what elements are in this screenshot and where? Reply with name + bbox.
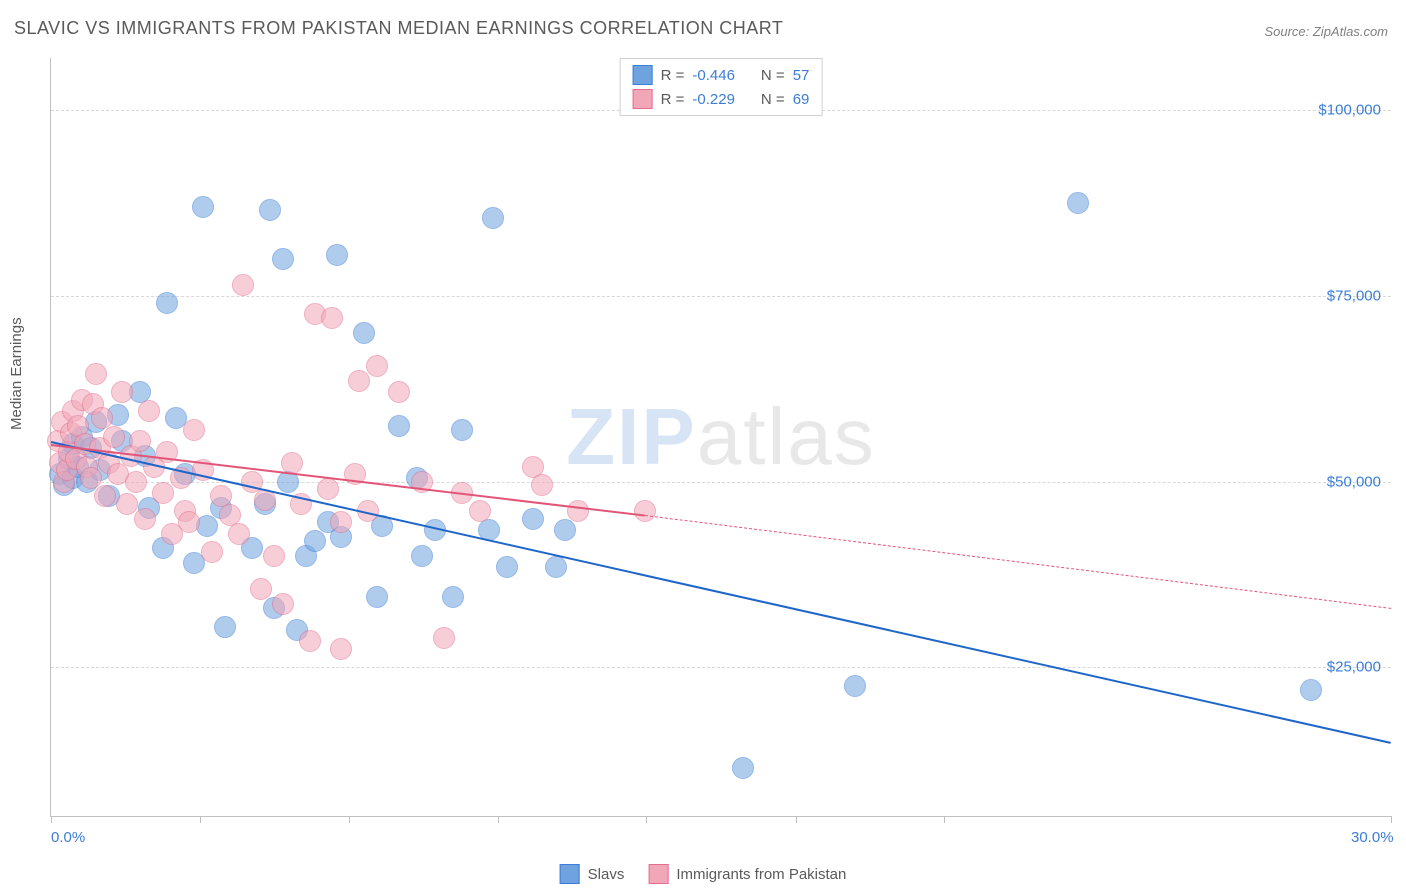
scatter-point-slavs: [326, 244, 348, 266]
watermark-part2: atlas: [697, 392, 876, 481]
scatter-point-pakistan: [103, 426, 125, 448]
scatter-point-pakistan: [567, 500, 589, 522]
scatter-point-pakistan: [299, 630, 321, 652]
scatter-point-pakistan: [272, 593, 294, 615]
legend-swatch-slavs: [633, 65, 653, 85]
scatter-point-slavs: [1300, 679, 1322, 701]
legend-swatch-pakistan: [633, 89, 653, 109]
legend-top-row-slavs: R = -0.446 N = 57: [633, 63, 810, 87]
scatter-point-pakistan: [263, 545, 285, 567]
x-tick: [349, 816, 350, 823]
scatter-point-slavs: [732, 757, 754, 779]
scatter-point-pakistan: [232, 274, 254, 296]
scatter-point-slavs: [304, 530, 326, 552]
legend-r-value: -0.229: [692, 91, 735, 108]
x-tick: [51, 816, 52, 823]
x-tick: [646, 816, 647, 823]
scatter-point-pakistan: [85, 363, 107, 385]
scatter-point-pakistan: [152, 482, 174, 504]
scatter-point-slavs: [522, 508, 544, 530]
scatter-point-pakistan: [111, 381, 133, 403]
scatter-point-slavs: [353, 322, 375, 344]
legend-series-name: Immigrants from Pakistan: [676, 866, 846, 883]
scatter-point-pakistan: [388, 381, 410, 403]
legend-r-value: -0.446: [692, 67, 735, 84]
x-tick: [796, 816, 797, 823]
y-tick-label: $100,000: [1318, 102, 1381, 119]
y-tick-label: $25,000: [1327, 659, 1381, 676]
scatter-point-pakistan: [433, 627, 455, 649]
scatter-point-pakistan: [134, 508, 156, 530]
scatter-point-slavs: [442, 586, 464, 608]
plot-area: ZIPatlas $100,000$75,000$50,000$25,0000.…: [50, 58, 1391, 817]
scatter-point-slavs: [388, 415, 410, 437]
scatter-point-pakistan: [330, 638, 352, 660]
legend-n-value: 57: [793, 67, 810, 84]
legend-n-label: N =: [761, 91, 785, 108]
scatter-point-slavs: [844, 675, 866, 697]
scatter-point-slavs: [496, 556, 518, 578]
scatter-point-pakistan: [348, 370, 370, 392]
watermark: ZIPatlas: [566, 391, 875, 483]
legend-series-name: Slavs: [588, 866, 625, 883]
scatter-point-slavs: [482, 207, 504, 229]
gridline: [51, 296, 1391, 297]
scatter-point-pakistan: [129, 430, 151, 452]
x-tick: [1391, 816, 1392, 823]
scatter-point-slavs: [1067, 192, 1089, 214]
legend-top-row-pakistan: R = -0.229 N = 69: [633, 87, 810, 111]
scatter-point-slavs: [411, 545, 433, 567]
x-axis-label: 0.0%: [51, 829, 85, 846]
chart-title: SLAVIC VS IMMIGRANTS FROM PAKISTAN MEDIA…: [14, 18, 783, 39]
x-tick: [944, 816, 945, 823]
scatter-point-pakistan: [94, 485, 116, 507]
legend-bottom: Slavs Immigrants from Pakistan: [560, 864, 847, 884]
scatter-point-slavs: [272, 248, 294, 270]
scatter-point-slavs: [192, 196, 214, 218]
scatter-point-slavs: [259, 199, 281, 221]
legend-bottom-item-pakistan: Immigrants from Pakistan: [648, 864, 846, 884]
scatter-point-pakistan: [366, 355, 388, 377]
x-axis-label: 30.0%: [1351, 829, 1394, 846]
x-tick: [200, 816, 201, 823]
y-tick-label: $75,000: [1327, 287, 1381, 304]
legend-bottom-item-slavs: Slavs: [560, 864, 625, 884]
legend-swatch-slavs: [560, 864, 580, 884]
legend-r-label: R =: [661, 67, 685, 84]
scatter-point-pakistan: [531, 474, 553, 496]
scatter-point-pakistan: [178, 511, 200, 533]
x-tick: [498, 816, 499, 823]
y-tick-label: $50,000: [1327, 473, 1381, 490]
scatter-point-slavs: [214, 616, 236, 638]
scatter-point-pakistan: [634, 500, 656, 522]
scatter-point-pakistan: [125, 471, 147, 493]
watermark-part1: ZIP: [566, 392, 696, 481]
scatter-point-pakistan: [201, 541, 223, 563]
y-axis-label: Median Earnings: [8, 317, 25, 430]
scatter-point-slavs: [451, 419, 473, 441]
scatter-point-slavs: [545, 556, 567, 578]
legend-swatch-pakistan: [648, 864, 668, 884]
scatter-point-pakistan: [183, 419, 205, 441]
scatter-point-pakistan: [138, 400, 160, 422]
legend-n-label: N =: [761, 67, 785, 84]
legend-r-label: R =: [661, 91, 685, 108]
scatter-point-pakistan: [116, 493, 138, 515]
scatter-point-pakistan: [469, 500, 491, 522]
scatter-point-pakistan: [321, 307, 343, 329]
gridline: [51, 667, 1391, 668]
trend-line: [645, 515, 1391, 609]
scatter-point-pakistan: [281, 452, 303, 474]
scatter-point-pakistan: [330, 511, 352, 533]
scatter-point-pakistan: [250, 578, 272, 600]
scatter-point-pakistan: [228, 523, 250, 545]
legend-n-value: 69: [793, 91, 810, 108]
source-label: Source: ZipAtlas.com: [1264, 24, 1388, 39]
scatter-point-pakistan: [317, 478, 339, 500]
scatter-point-slavs: [156, 292, 178, 314]
scatter-point-slavs: [366, 586, 388, 608]
scatter-point-slavs: [554, 519, 576, 541]
legend-top: R = -0.446 N = 57 R = -0.229 N = 69: [620, 58, 823, 116]
